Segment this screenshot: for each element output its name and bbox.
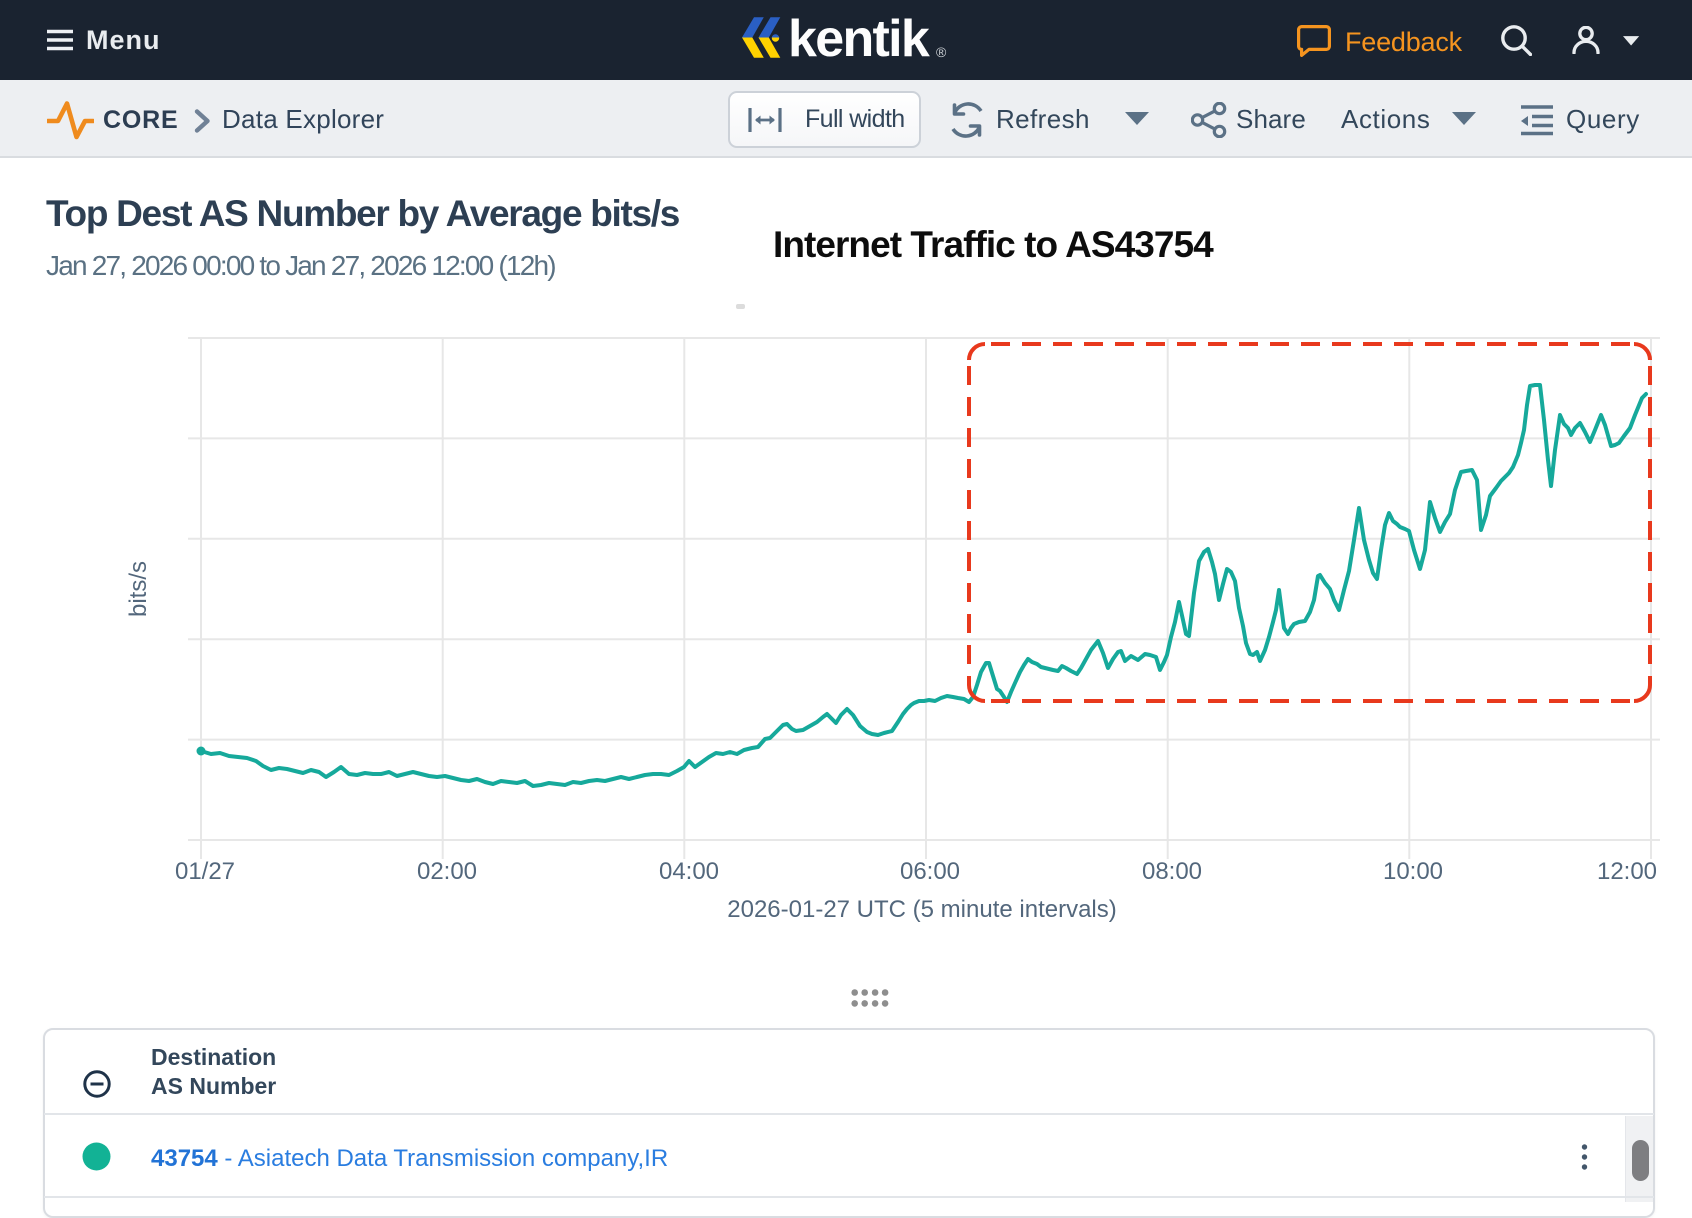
svg-text:12:00: 12:00 bbox=[1597, 858, 1657, 885]
svg-text:2026-01-27 UTC (5 minute inter: 2026-01-27 UTC (5 minute intervals) bbox=[727, 896, 1117, 923]
svg-text:08:00: 08:00 bbox=[1142, 858, 1202, 885]
svg-text:02:00: 02:00 bbox=[417, 858, 477, 885]
svg-text:10:00: 10:00 bbox=[1383, 858, 1443, 885]
svg-text:01/27: 01/27 bbox=[175, 858, 235, 885]
svg-text:06:00: 06:00 bbox=[900, 858, 960, 885]
svg-text:04:00: 04:00 bbox=[659, 858, 719, 885]
svg-text:bits/s: bits/s bbox=[125, 561, 152, 617]
